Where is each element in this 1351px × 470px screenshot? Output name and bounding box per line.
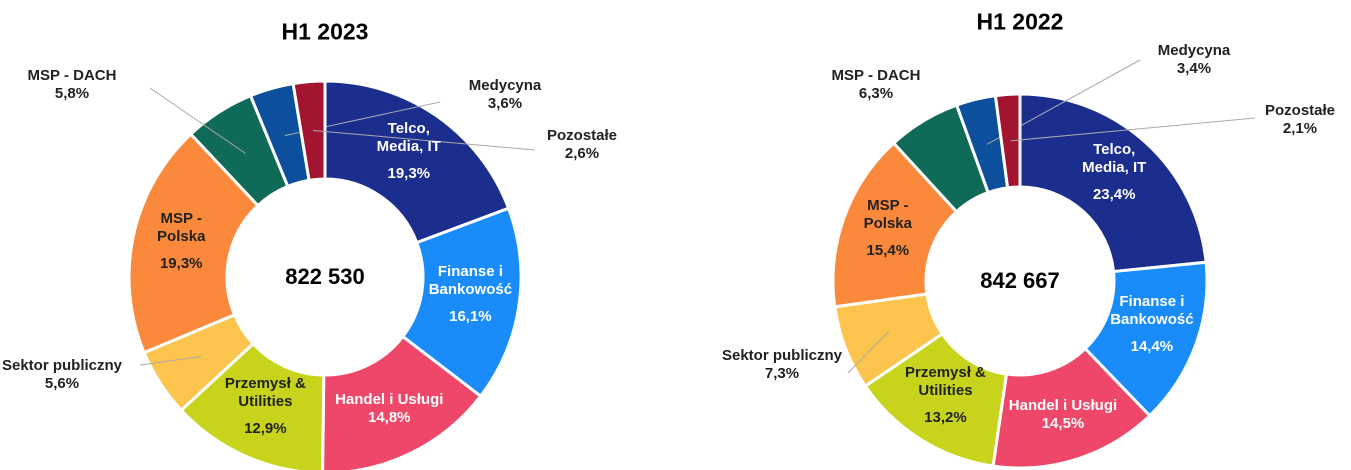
donut-slice — [127, 132, 261, 355]
donut-slice — [1018, 92, 1208, 274]
slice-value: 5,8% — [54, 85, 90, 102]
slice-label: Handel i Usługi — [335, 391, 444, 409]
leader-line — [149, 87, 246, 154]
slice-label: Telco, Media, IT — [1082, 140, 1147, 176]
slice-label: MSP - DACH — [27, 67, 117, 84]
slice-label: MSP - Polska — [157, 210, 206, 246]
leader-line — [139, 356, 202, 366]
donut-slice — [993, 92, 1022, 190]
slice-value: 3,4% — [1176, 60, 1212, 77]
slice-label: Pozostałe — [1264, 102, 1336, 119]
center-total: 842 667 — [980, 268, 1060, 293]
slice-label: Sektor publiczny — [721, 347, 843, 364]
donut-slice — [321, 334, 483, 470]
donut-slice — [323, 79, 511, 245]
slice-value: 19,3% — [387, 165, 431, 183]
slice-label: Przemysł & Utilities — [905, 364, 986, 400]
slice-value: 15,4% — [866, 242, 910, 260]
slice-label: Sektor publiczny — [1, 357, 123, 374]
slice-value: 13,2% — [924, 409, 967, 427]
slice-value: 3,6% — [487, 95, 523, 112]
slice-value: 14,4% — [1130, 338, 1174, 356]
slice-value: 2,6% — [564, 145, 600, 162]
leader-line — [847, 331, 890, 374]
donut-slice — [291, 79, 327, 183]
leader-line — [1010, 117, 1256, 142]
chart-title: H1 2022 — [976, 8, 1064, 35]
slice-label: Finanse i Bankowość — [1110, 293, 1194, 329]
leader-line — [312, 129, 536, 151]
slice-label: Finanse i Bankowość — [428, 262, 513, 298]
chart-title: H1 2023 — [281, 18, 369, 45]
slice-label: Telco, Media, IT — [376, 120, 441, 156]
slice-value: 12,9% — [244, 420, 287, 438]
slice-value: 2,1% — [1282, 120, 1318, 137]
slice-value: 5,6% — [44, 375, 80, 392]
slice-value: 14,8% — [367, 409, 411, 427]
slice-label: Medycyna — [1157, 42, 1231, 59]
slice-value: 19,3% — [159, 255, 203, 273]
slice-label: Przemysł & Utilities — [224, 375, 306, 411]
slice-value: 14,5% — [1041, 414, 1085, 432]
slice-label: Pozostałe — [546, 127, 618, 144]
slice-label: MSP - DACH — [831, 67, 921, 84]
slice-label: Medycyna — [468, 77, 542, 94]
center-total: 822 530 — [285, 264, 365, 289]
slice-value: 23,4% — [1092, 185, 1136, 203]
slice-label: MSP - Polska — [863, 197, 912, 233]
slice-value: 7,3% — [764, 365, 800, 382]
slice-label: Handel i Usługi — [1008, 396, 1118, 414]
slice-value: 6,3% — [858, 85, 894, 102]
slice-value: 16,1% — [449, 307, 492, 325]
